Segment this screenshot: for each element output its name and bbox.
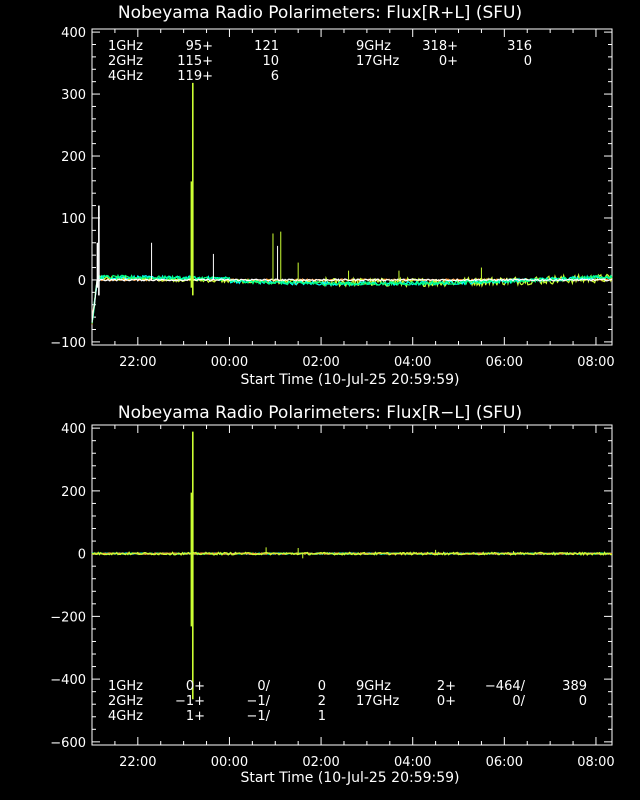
y-tick-label: 200 xyxy=(61,150,86,165)
legend-value: −464/ xyxy=(485,679,526,694)
x-axis-label: Start Time (10-Jul-25 20:59:59) xyxy=(240,770,459,786)
legend-value: 6 xyxy=(271,69,279,84)
x-tick-label: 00:00 xyxy=(211,755,248,770)
legend-value: 10 xyxy=(262,54,279,69)
legend-value: 115+ xyxy=(177,54,213,69)
legend-value: 0+ xyxy=(186,679,205,694)
legend-value: 0/ xyxy=(257,679,270,694)
x-tick-label: 22:00 xyxy=(119,355,156,370)
legend-value: 119+ xyxy=(177,69,213,84)
y-tick-label: 400 xyxy=(61,422,86,437)
legend-value: 0+ xyxy=(437,694,456,709)
y-tick-label: 100 xyxy=(61,212,86,227)
series-line-1ghz xyxy=(91,278,613,323)
legend-label: 4GHz xyxy=(108,709,143,724)
y-tick-label: −200 xyxy=(50,610,86,625)
y-tick-label: −600 xyxy=(50,736,86,751)
legend-value: 2+ xyxy=(437,679,456,694)
legend-value: −1/ xyxy=(246,694,270,709)
legend-label: 17GHz xyxy=(356,694,399,709)
legend-value: 1 xyxy=(318,709,326,724)
legend-value: 121 xyxy=(254,39,279,54)
legend-value: 318+ xyxy=(422,39,458,54)
x-tick-label: 06:00 xyxy=(486,755,523,770)
legend-value: −1/ xyxy=(246,709,270,724)
y-tick-label: −400 xyxy=(50,673,86,688)
legend-value: 0 xyxy=(318,679,326,694)
y-tick-label: 400 xyxy=(61,26,86,41)
legend-label: 9GHz xyxy=(356,679,391,694)
legend-value: 95+ xyxy=(186,39,213,54)
x-tick-label: 02:00 xyxy=(302,355,339,370)
y-tick-label: 0 xyxy=(78,548,86,563)
plot-frame xyxy=(91,424,613,746)
y-tick-label: 300 xyxy=(61,88,86,103)
trace-group xyxy=(91,431,613,700)
y-tick-label: −100 xyxy=(50,336,86,351)
legend-value: 389 xyxy=(562,679,587,694)
x-tick-label: 08:00 xyxy=(577,755,614,770)
x-tick-label: 22:00 xyxy=(119,755,156,770)
series-line-9ghz xyxy=(91,272,613,324)
legend-value: 0 xyxy=(579,694,587,709)
x-tick-label: 08:00 xyxy=(577,355,614,370)
legend-value: 1+ xyxy=(186,709,205,724)
chart-title: Nobeyama Radio Polarimeters: Flux[R+L] (… xyxy=(118,3,522,23)
series-line-9ghz xyxy=(91,551,613,557)
x-tick-label: 04:00 xyxy=(394,755,431,770)
legend-label: 1GHz xyxy=(108,39,143,54)
legend-value: 0+ xyxy=(439,54,458,69)
legend-value: 316 xyxy=(507,39,532,54)
x-tick-label: 04:00 xyxy=(394,355,431,370)
x-tick-label: 06:00 xyxy=(486,355,523,370)
y-tick-label: 200 xyxy=(61,485,86,500)
legend-value: −1+ xyxy=(175,694,205,709)
plot-frame xyxy=(91,28,613,346)
legend-label: 2GHz xyxy=(108,694,143,709)
legend-label: 4GHz xyxy=(108,69,143,84)
chart-title: Nobeyama Radio Polarimeters: Flux[R−L] (… xyxy=(118,403,522,423)
legend-label: 2GHz xyxy=(108,54,143,69)
y-tick-label: 0 xyxy=(78,274,86,289)
legend-label: 17GHz xyxy=(356,54,399,69)
x-tick-label: 00:00 xyxy=(211,355,248,370)
legend-value: 2 xyxy=(318,694,326,709)
legend-value: 0 xyxy=(524,54,532,69)
x-axis-label: Start Time (10-Jul-25 20:59:59) xyxy=(240,372,459,388)
legend-value: 0/ xyxy=(512,694,525,709)
trace-group xyxy=(91,82,613,325)
x-tick-label: 02:00 xyxy=(302,755,339,770)
legend-label: 9GHz xyxy=(356,39,391,54)
legend-label: 1GHz xyxy=(108,679,143,694)
